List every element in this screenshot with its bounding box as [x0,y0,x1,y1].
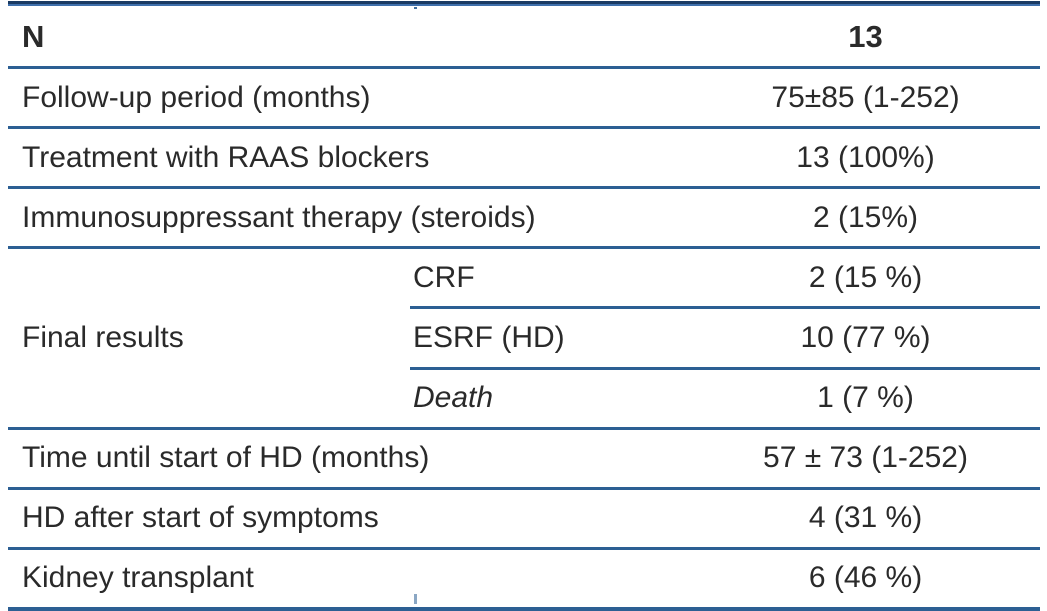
row-value-followup: 75±85 (1-252) [691,67,1041,130]
patient-outcomes-table: N 13 Follow-up period (months) 75±85 (1-… [8,7,1041,611]
row-label-kidney-transplant: Kidney transplant [8,548,692,611]
table-row-time-until-hd: Time until start of HD (months) 57 ± 73 … [8,428,1041,490]
table-row-final-results-death: Death 1 (7 %) [8,368,1041,430]
row-value-raas: 13 (100%) [691,127,1041,190]
row-label-followup: Follow-up period (months) [8,67,692,130]
subrow-value-crf: 2 (15 %) [691,247,1041,310]
table-top-border [8,0,1040,7]
row-label-time-until-hd: Time until start of HD (months) [8,428,692,490]
row-label-immunosuppressant: Immunosuppressant therapy (steroids) [8,187,692,250]
row-value-time-until-hd: 57 ± 73 (1-252) [691,428,1041,490]
row-value-hd-after-symptoms: 4 (31 %) [691,488,1041,550]
header-n-label: N [8,7,692,70]
table-row-followup: Follow-up period (months) 75±85 (1-252) [8,67,1041,130]
table-row-immunosuppressant: Immunosuppressant therapy (steroids) 2 (… [8,187,1041,250]
row-value-immunosuppressant: 2 (15%) [691,187,1041,250]
subrow-label-death: Death [410,368,692,430]
table-row-hd-after-symptoms: HD after start of symptoms 4 (31 %) [8,488,1041,550]
subrow-value-death: 1 (7 %) [691,368,1041,430]
group-label-final-results: Final results [8,247,410,430]
subrow-label-crf: CRF [410,247,692,310]
row-value-kidney-transplant: 6 (46 %) [691,548,1041,611]
row-label-hd-after-symptoms: HD after start of symptoms [8,488,692,550]
subrow-value-esrf: 10 (77 %) [691,307,1041,370]
table-row-final-results-crf: Final results CRF 2 (15 %) [8,247,1041,430]
row-label-raas: Treatment with RAAS blockers [8,127,692,190]
table-row-kidney-transplant: Kidney transplant 6 (46 %) [8,548,1041,611]
table-area: N 13 Follow-up period (months) 75±85 (1-… [8,0,1041,611]
header-n-value: 13 [691,7,1041,70]
table-header-row: N 13 [8,7,1041,70]
subrow-label-esrf: ESRF (HD) [410,307,692,370]
table-row-final-results-esrf: ESRF (HD) 10 (77 %) [8,307,1041,370]
table-row-raas: Treatment with RAAS blockers 13 (100%) [8,127,1041,190]
